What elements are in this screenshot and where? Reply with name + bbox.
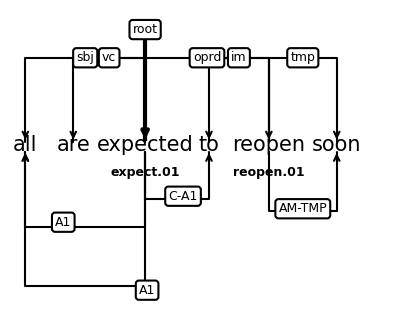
Text: reopen: reopen (232, 136, 305, 155)
Text: oprd: oprd (192, 51, 221, 64)
Text: are: are (56, 136, 90, 155)
Text: reopen.01: reopen.01 (233, 166, 304, 179)
Text: vc: vc (102, 51, 116, 64)
Text: tmp: tmp (290, 51, 314, 64)
Text: AM-TMP: AM-TMP (278, 202, 326, 215)
Text: A1: A1 (139, 284, 155, 297)
Text: A1: A1 (55, 216, 71, 229)
Text: root: root (132, 23, 157, 36)
Text: C-A1: C-A1 (168, 190, 197, 203)
Text: soon: soon (311, 136, 360, 155)
Text: im: im (231, 51, 246, 64)
Text: expect.01: expect.01 (110, 166, 179, 179)
Text: all: all (13, 136, 38, 155)
Text: to: to (198, 136, 219, 155)
Text: sbj: sbj (76, 51, 94, 64)
Text: expected: expected (97, 136, 193, 155)
